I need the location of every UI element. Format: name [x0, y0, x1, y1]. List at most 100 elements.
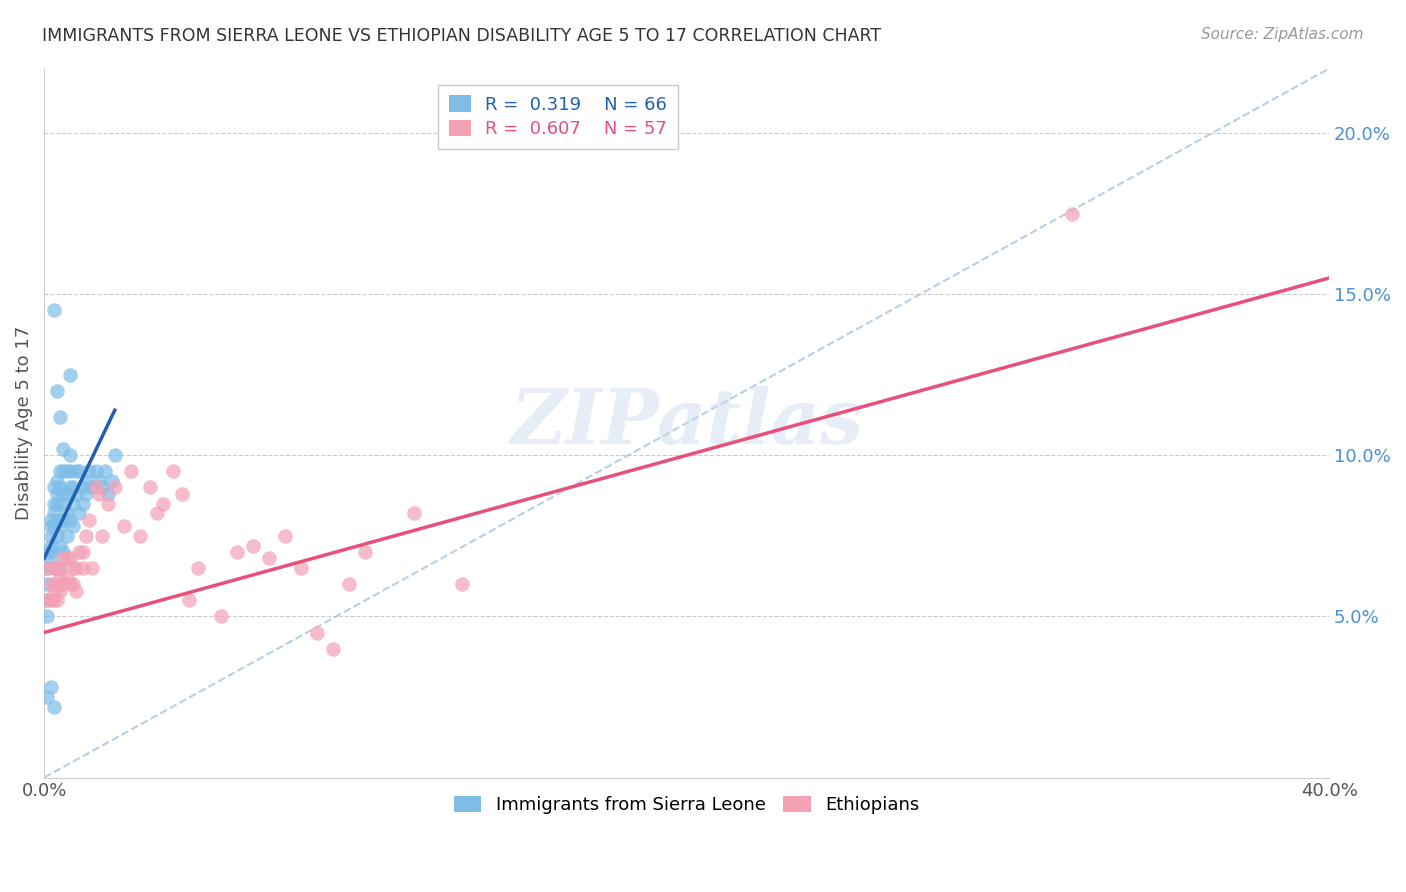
- Point: [402, 506, 425, 520]
- Point: [322, 641, 344, 656]
- Text: IMMIGRANTS FROM SIERRA LEONE VS ETHIOPIAN DISABILITY AGE 5 TO 17 CORRELATION CHA: IMMIGRANTS FROM SIERRA LEONE VS ETHIOPIA…: [42, 27, 882, 45]
- Point: [62, 561, 84, 575]
- Point: [75, 529, 97, 543]
- Point: [39, 681, 62, 695]
- Legend: Immigrants from Sierra Leone, Ethiopians: Immigrants from Sierra Leone, Ethiopians: [443, 785, 931, 825]
- Point: [39, 593, 62, 607]
- Point: [39, 529, 62, 543]
- Point: [97, 487, 120, 501]
- Point: [77, 464, 100, 478]
- Point: [52, 442, 75, 456]
- Point: [49, 539, 72, 553]
- Point: [52, 464, 75, 478]
- Point: [46, 577, 69, 591]
- Point: [37, 609, 59, 624]
- Point: [49, 497, 72, 511]
- Point: [354, 545, 377, 559]
- Point: [42, 303, 65, 318]
- Point: [37, 561, 59, 575]
- Point: [62, 577, 84, 591]
- Point: [1062, 206, 1084, 220]
- Point: [49, 571, 72, 585]
- Point: [69, 545, 91, 559]
- Point: [84, 464, 107, 478]
- Point: [49, 583, 72, 598]
- Point: [104, 481, 127, 495]
- Point: [65, 583, 87, 598]
- Point: [39, 551, 62, 566]
- Point: [65, 487, 87, 501]
- Point: [84, 481, 107, 495]
- Point: [46, 474, 69, 488]
- Point: [139, 481, 162, 495]
- Point: [49, 519, 72, 533]
- Point: [37, 593, 59, 607]
- Point: [87, 474, 110, 488]
- Point: [69, 464, 91, 478]
- Point: [42, 593, 65, 607]
- Point: [59, 481, 82, 495]
- Point: [42, 561, 65, 575]
- Point: [49, 464, 72, 478]
- Point: [55, 487, 77, 501]
- Point: [307, 625, 329, 640]
- Point: [225, 545, 247, 559]
- Point: [49, 561, 72, 575]
- Point: [59, 551, 82, 566]
- Point: [39, 577, 62, 591]
- Point: [46, 487, 69, 501]
- Point: [37, 690, 59, 704]
- Point: [120, 464, 142, 478]
- Point: [72, 545, 94, 559]
- Point: [62, 497, 84, 511]
- Point: [39, 545, 62, 559]
- Point: [187, 561, 209, 575]
- Point: [46, 513, 69, 527]
- Point: [42, 561, 65, 575]
- Point: [91, 529, 114, 543]
- Point: [72, 561, 94, 575]
- Point: [52, 577, 75, 591]
- Point: [42, 481, 65, 495]
- Point: [59, 577, 82, 591]
- Point: [37, 561, 59, 575]
- Point: [39, 539, 62, 553]
- Point: [162, 464, 184, 478]
- Point: [39, 513, 62, 527]
- Point: [37, 593, 59, 607]
- Point: [69, 506, 91, 520]
- Point: [290, 561, 312, 575]
- Point: [52, 545, 75, 559]
- Point: [337, 577, 360, 591]
- Point: [55, 571, 77, 585]
- Point: [42, 497, 65, 511]
- Point: [59, 368, 82, 382]
- Point: [97, 497, 120, 511]
- Point: [100, 474, 122, 488]
- Point: [55, 529, 77, 543]
- Point: [87, 487, 110, 501]
- Point: [46, 497, 69, 511]
- Point: [112, 519, 135, 533]
- Point: [52, 513, 75, 527]
- Point: [94, 464, 117, 478]
- Point: [52, 551, 75, 566]
- Point: [145, 506, 167, 520]
- Text: Source: ZipAtlas.com: Source: ZipAtlas.com: [1201, 27, 1364, 42]
- Point: [75, 487, 97, 501]
- Point: [257, 551, 280, 566]
- Point: [46, 384, 69, 398]
- Point: [55, 551, 77, 566]
- Point: [104, 448, 127, 462]
- Point: [59, 513, 82, 527]
- Point: [59, 448, 82, 462]
- Point: [49, 561, 72, 575]
- Point: [49, 409, 72, 424]
- Point: [46, 561, 69, 575]
- Point: [46, 529, 69, 543]
- Point: [55, 464, 77, 478]
- Point: [52, 487, 75, 501]
- Point: [72, 497, 94, 511]
- Point: [91, 481, 114, 495]
- Point: [82, 561, 104, 575]
